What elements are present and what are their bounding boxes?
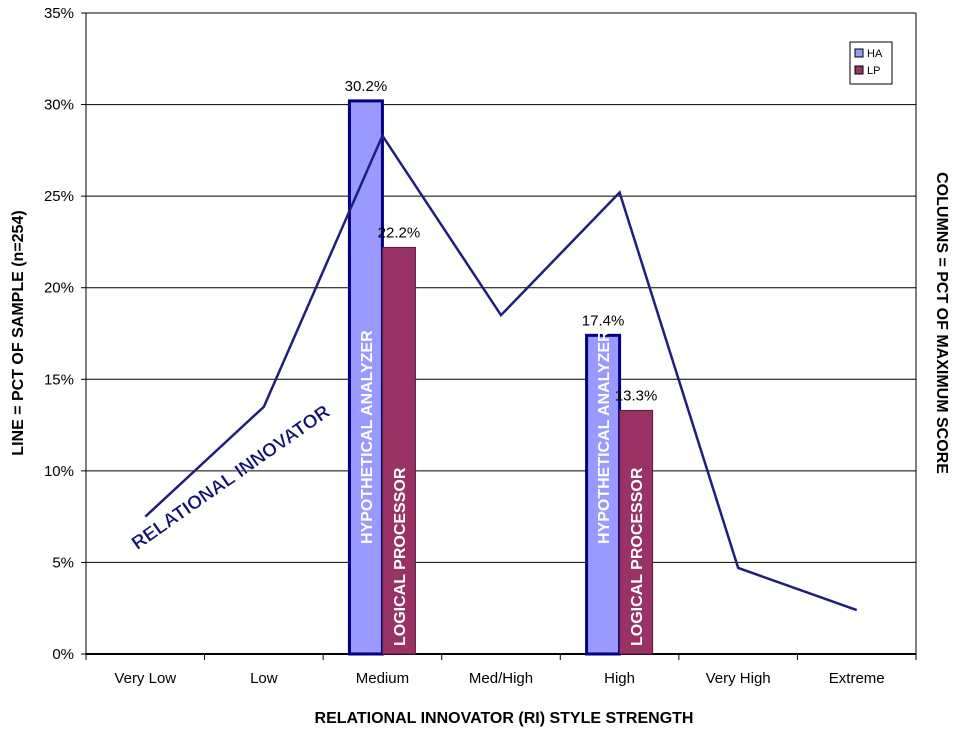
y-tick-label: 0% bbox=[52, 646, 74, 663]
x-axis-title: RELATIONAL INNOVATOR (RI) STYLE STRENGTH bbox=[315, 710, 694, 727]
bar-lp bbox=[619, 409, 654, 655]
legend: HA LP bbox=[849, 41, 893, 85]
y-tick-label: 20% bbox=[44, 280, 74, 297]
legend-swatch-lp bbox=[854, 65, 864, 75]
bar-text: LOGICAL PROCESSOR bbox=[629, 467, 646, 646]
data-label: 17.4% bbox=[582, 312, 625, 329]
y-tick-label: 5% bbox=[52, 554, 74, 571]
data-labels: 30.2% 17.4% 22.2% 13.3% bbox=[345, 78, 658, 405]
y-tick-label: 30% bbox=[44, 97, 74, 114]
x-axis: Very Low Low Medium Med/High High Very High Ex… bbox=[85, 653, 917, 687]
x-tick-label: Med/High bbox=[469, 670, 533, 687]
x-tick-label: Very High bbox=[706, 670, 771, 687]
legend-swatch-ha bbox=[854, 48, 864, 58]
legend-label-lp: LP bbox=[867, 65, 880, 77]
legend-label-ha: HA bbox=[867, 48, 883, 60]
bar-text: HYPOTHETICAL ANALYZER bbox=[596, 330, 613, 544]
line-pct-of-sample bbox=[144, 133, 858, 612]
bars: HYPOTHETICAL ANALYZER HYPOTHETICAL ANALYZ… bbox=[347, 99, 654, 656]
y-tick-label: 25% bbox=[44, 188, 74, 205]
bar-lp bbox=[381, 246, 416, 655]
x-tick-label: Medium bbox=[356, 670, 409, 687]
y-axis-title: LINE = PCT OF SAMPLE (n=254) bbox=[10, 210, 27, 455]
y-axis-ticks: 0% 5% 10% 15% 20% 25% 30% 35% bbox=[44, 5, 86, 663]
bar-text: LOGICAL PROCESSOR bbox=[392, 467, 409, 646]
data-label: 13.3% bbox=[615, 387, 658, 404]
line-series bbox=[144, 133, 858, 612]
data-label: 22.2% bbox=[378, 224, 421, 241]
y-tick-label: 15% bbox=[44, 371, 74, 388]
y2-axis-title: COLUMNS = PCT OF MAXIMUM SCORE bbox=[933, 172, 950, 474]
bar-ha bbox=[347, 99, 384, 656]
x-tick-label: High bbox=[604, 670, 635, 687]
annotations: RELATIONAL INNOVATOR bbox=[128, 401, 335, 555]
annotation-relational-innovator: RELATIONAL INNOVATOR bbox=[128, 401, 334, 554]
x-tick-label: Very Low bbox=[114, 670, 176, 687]
x-tick-label: Low bbox=[250, 670, 278, 687]
bar-ha bbox=[585, 333, 622, 656]
x-tick-label: Extreme bbox=[829, 670, 885, 687]
bar-text: HYPOTHETICAL ANALYZER bbox=[359, 330, 376, 544]
y-tick-label: 35% bbox=[44, 5, 74, 22]
gridlines bbox=[85, 12, 917, 654]
y-tick-label: 10% bbox=[44, 463, 74, 480]
data-label: 30.2% bbox=[345, 78, 388, 95]
